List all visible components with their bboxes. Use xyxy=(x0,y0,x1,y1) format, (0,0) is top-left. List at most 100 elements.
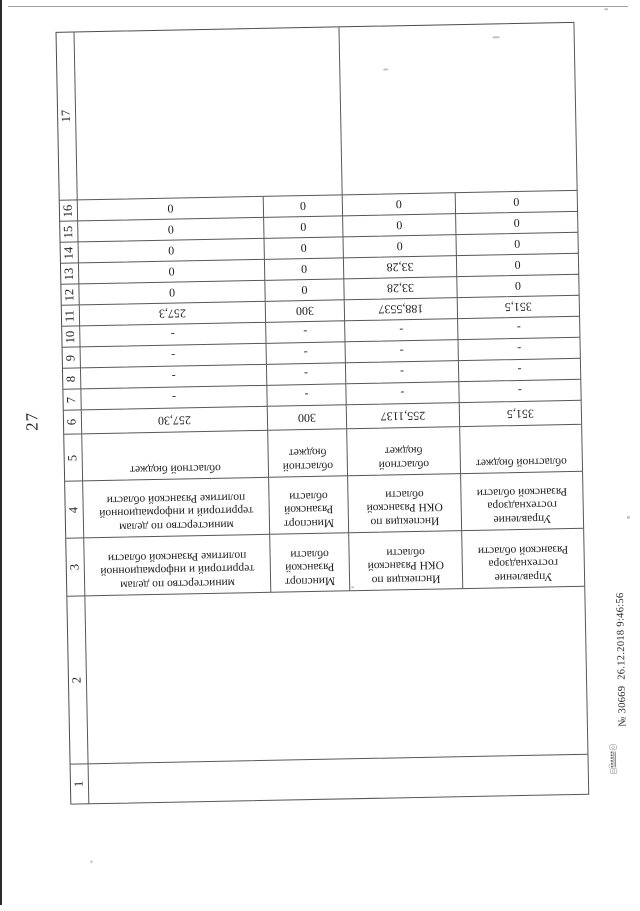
column-number-4: 4 xyxy=(65,481,85,539)
cell-row4-col10: - xyxy=(458,316,581,341)
column-number-label: 2 xyxy=(69,676,85,684)
column-number-13: 13 xyxy=(60,263,80,285)
cell-content: 0 xyxy=(514,237,521,252)
scan-noise xyxy=(351,586,354,589)
cell-row4-col15: 0 xyxy=(456,211,579,236)
cell-content: - xyxy=(171,349,176,364)
cell-content: областной бюджет xyxy=(129,461,221,476)
column-number-14: 14 xyxy=(60,242,79,264)
cell-row4-col11: 351,5 xyxy=(457,295,581,320)
cell-row2-col9: - xyxy=(266,342,346,365)
stamp-emblem-icon xyxy=(598,725,629,794)
cell-content: 351,5 xyxy=(504,300,533,315)
column-number-label: 14 xyxy=(61,246,76,259)
cell-row1-col4: министерство по делам территорий и информ… xyxy=(83,477,271,539)
cell-content: 0 xyxy=(396,218,403,233)
cell-content: Инспекция по ОКН Рязанской области xyxy=(366,487,443,528)
cell-content: 0 xyxy=(300,220,307,235)
cell-row3-col12: 33,28 xyxy=(344,277,458,301)
cell-row2-col7: - xyxy=(267,384,347,407)
cell-content: 0 xyxy=(300,241,307,256)
cell-row3-col10: - xyxy=(345,319,459,343)
budget-table: 17 16 0 0 0 0 15 0 0 0 0 14 0 0 0 0 13 0 0 33,28 0 12 0 0 33,28 0… xyxy=(55,21,590,805)
cell-content: 0 xyxy=(514,279,522,294)
scan-noise xyxy=(626,515,630,519)
cell-row4-col14: 0 xyxy=(456,232,579,257)
cell-content: 0 xyxy=(168,265,175,280)
scan-noise xyxy=(604,8,609,11)
cell-content: министерство по делам территорий и информ… xyxy=(99,491,254,533)
cell-content: областной бюджет xyxy=(378,444,430,471)
cell-content: 0 xyxy=(301,283,308,298)
cell-content: Управление гостехнадзора Рязанской области xyxy=(476,485,568,526)
cell-row4-col9: - xyxy=(458,337,581,362)
cell-content: 0 xyxy=(167,223,174,238)
column-number-1: 1 xyxy=(70,764,90,805)
scan-edge-left-artifact xyxy=(0,0,2,905)
cell-content: - xyxy=(303,325,308,340)
column-number-8: 8 xyxy=(62,368,82,390)
cell-content: 257,3 xyxy=(158,306,187,322)
column-number-6: 6 xyxy=(63,410,83,435)
cell-row3-col6: 255,1137 xyxy=(346,403,461,430)
cell-content: 300 xyxy=(295,304,315,319)
cell-row4-col13: 0 xyxy=(456,253,580,278)
column-number-label: 11 xyxy=(62,309,78,322)
cell-row4-col6: 351,5 xyxy=(459,400,583,428)
cell-content: Минспорт Рязанской области xyxy=(284,547,336,588)
column-number-10: 10 xyxy=(62,326,81,348)
cell-row3-col11: 188,5537 xyxy=(344,298,459,322)
cell-col2-merged xyxy=(85,586,589,765)
cell-content: 0 xyxy=(396,239,403,254)
cell-content: 0 xyxy=(300,262,308,277)
cell-content: 188,5537 xyxy=(378,302,424,318)
scan-noise xyxy=(90,860,93,864)
column-number-9: 9 xyxy=(62,347,81,369)
cell-content: - xyxy=(304,388,309,403)
cell-row2-col13: 0 xyxy=(264,258,345,281)
scan-edge-top-artifact xyxy=(8,6,628,7)
column-number-label: 7 xyxy=(64,396,79,403)
cell-content: областной бюджет xyxy=(282,446,334,473)
cell-row4-col4: Управление гостехнадзора Рязанской области xyxy=(461,471,585,532)
registration-stamp-text: № 30669 26.12.2018 9:46:56 xyxy=(614,591,629,727)
column-number-7: 7 xyxy=(63,389,82,411)
cell-row2-col8: - xyxy=(266,363,347,386)
column-number-label: 9 xyxy=(63,354,78,361)
cell-row1-col5: областной бюджет xyxy=(82,430,270,482)
cell-row2-col5: областной бюджет xyxy=(268,429,349,478)
cell-row3-col4: Инспекция по ОКН Рязанской области xyxy=(348,474,463,534)
cell-content: 0 xyxy=(395,197,403,212)
cell-row3-col3: Инспекция по ОКН Рязанской области xyxy=(349,531,464,592)
cell-row1-col3: министерство по делам территорий и информ… xyxy=(84,534,272,597)
cell-content: Инспекция по ОКН Рязанской области xyxy=(367,545,445,586)
cell-content: министерство по делам территорий и информ… xyxy=(100,549,255,591)
cell-content: - xyxy=(399,344,404,359)
cell-content: - xyxy=(399,365,405,380)
column-number-label: 13 xyxy=(62,267,77,280)
column-number-11: 11 xyxy=(61,305,81,327)
cell-content: 351,5 xyxy=(506,406,535,422)
cell-row2-col4: Минспорт Рязанской области xyxy=(269,476,350,535)
cell-row4-col5: областной бюджет xyxy=(460,424,584,475)
column-number-label: 4 xyxy=(66,506,81,513)
scan-noise xyxy=(383,68,389,71)
column-number-12: 12 xyxy=(61,284,80,306)
cell-row3-col8: - xyxy=(345,361,460,385)
cell-row1-col6: 257,30 xyxy=(81,406,269,435)
cell-content: - xyxy=(517,363,522,378)
cell-col1-merged xyxy=(88,754,590,805)
cell-content: 33,28 xyxy=(386,260,414,276)
cell-content: - xyxy=(303,367,309,382)
cell-row2-col14: 0 xyxy=(264,237,344,260)
cell-content: - xyxy=(516,321,521,336)
column-number-label: 3 xyxy=(67,563,82,571)
cell-row4-col8: - xyxy=(458,358,582,383)
cell-content: - xyxy=(171,370,176,385)
column-number-label: 16 xyxy=(60,204,76,217)
column-number-label: 5 xyxy=(65,454,80,461)
cell-content: 0 xyxy=(168,286,176,301)
cell-row4-col16: 0 xyxy=(455,190,579,215)
column-number-15: 15 xyxy=(60,221,79,243)
